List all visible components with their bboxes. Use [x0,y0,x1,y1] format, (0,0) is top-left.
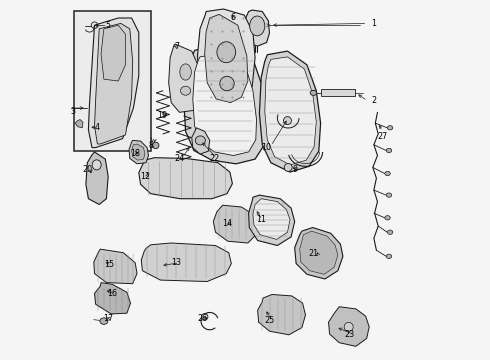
Text: 20: 20 [82,165,93,174]
Text: 27: 27 [377,132,388,141]
Text: 16: 16 [107,289,117,298]
Polygon shape [95,23,133,144]
Ellipse shape [180,64,192,80]
Ellipse shape [386,193,392,197]
Ellipse shape [385,171,390,176]
Ellipse shape [344,323,353,331]
Text: 2: 2 [371,96,376,105]
Text: 5: 5 [105,21,110,30]
Text: 4: 4 [95,123,100,132]
Text: 10: 10 [262,143,271,152]
Text: 18: 18 [130,149,140,158]
Ellipse shape [284,163,292,171]
Text: 7: 7 [174,42,179,51]
Polygon shape [265,57,316,165]
Polygon shape [88,18,139,148]
Ellipse shape [92,160,101,170]
Text: 9: 9 [293,165,298,174]
Ellipse shape [386,148,392,153]
Polygon shape [101,25,125,81]
Text: 19: 19 [157,111,167,120]
Text: 1: 1 [371,19,376,28]
Ellipse shape [217,42,236,63]
Text: 25: 25 [265,316,274,325]
Polygon shape [184,44,266,164]
Polygon shape [213,205,257,243]
Polygon shape [141,243,231,282]
Bar [320,89,355,96]
Text: 13: 13 [172,258,182,267]
Polygon shape [192,128,210,154]
Polygon shape [248,195,294,246]
Text: 14: 14 [222,219,232,228]
Text: 17: 17 [103,314,113,323]
Polygon shape [300,231,338,274]
Polygon shape [259,51,320,172]
Polygon shape [253,199,290,239]
Ellipse shape [201,314,208,320]
Polygon shape [95,283,130,314]
Ellipse shape [284,117,292,125]
Polygon shape [139,158,232,199]
Text: 11: 11 [256,215,266,224]
Ellipse shape [386,254,392,258]
Polygon shape [245,10,270,46]
Ellipse shape [388,126,393,130]
Polygon shape [294,228,343,279]
Bar [74,11,151,151]
Polygon shape [132,144,145,160]
Ellipse shape [220,76,234,91]
Ellipse shape [100,318,108,324]
Polygon shape [169,44,204,112]
Text: 23: 23 [344,330,354,338]
Polygon shape [75,120,83,128]
Ellipse shape [385,216,390,220]
Ellipse shape [250,16,265,36]
Ellipse shape [180,86,191,95]
Text: 12: 12 [140,172,150,181]
Text: 21: 21 [308,249,318,258]
Ellipse shape [388,230,393,234]
Text: 15: 15 [104,260,114,269]
Text: 3: 3 [71,107,75,116]
Polygon shape [205,14,248,103]
Text: 26: 26 [197,314,208,323]
Ellipse shape [196,136,205,145]
Polygon shape [86,152,108,204]
Ellipse shape [310,90,317,95]
Text: 6: 6 [231,13,236,22]
Polygon shape [258,294,305,335]
Ellipse shape [152,142,159,149]
Text: 24: 24 [174,154,185,163]
Text: 22: 22 [209,154,220,163]
Polygon shape [94,249,137,284]
Polygon shape [328,307,369,346]
Text: 8: 8 [148,141,153,150]
Polygon shape [193,53,257,156]
Polygon shape [197,9,255,109]
Polygon shape [129,140,148,164]
